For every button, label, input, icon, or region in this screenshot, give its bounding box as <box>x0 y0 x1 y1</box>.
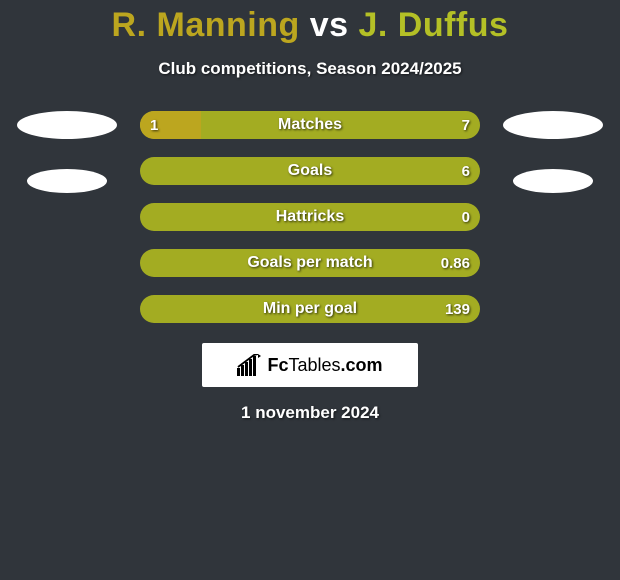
stat-value-right: 7 <box>462 111 470 139</box>
logo-suffix: .com <box>341 355 383 375</box>
player1-club-avatar <box>27 169 107 193</box>
stat-bar: 1Matches7 <box>140 111 480 139</box>
chart-icon <box>237 354 263 376</box>
player2-club-avatar <box>513 169 593 193</box>
player2-avatar <box>503 111 603 139</box>
stat-label: Matches <box>140 111 480 139</box>
comparison-infographic: R. Manning vs J. Duffus Club competition… <box>0 0 620 580</box>
stat-bar: Hattricks0 <box>140 203 480 231</box>
content-row: 1Matches7 Goals6 Hattricks0 Goals per match… <box>0 111 620 323</box>
stat-bar: Min per goal139 <box>140 295 480 323</box>
right-avatar-column <box>498 111 608 193</box>
stat-label: Goals <box>140 157 480 185</box>
stat-bar: Goals per match0.86 <box>140 249 480 277</box>
source-logo: FcTables.com <box>202 343 418 387</box>
date-label: 1 november 2024 <box>0 403 620 423</box>
page-title: R. Manning vs J. Duffus <box>0 0 620 45</box>
stat-value-right: 0.86 <box>441 249 470 277</box>
player2-name: J. Duffus <box>358 6 508 44</box>
left-avatar-column <box>12 111 122 193</box>
logo-text: FcTables.com <box>267 355 382 376</box>
stat-label: Min per goal <box>140 295 480 323</box>
stat-label: Goals per match <box>140 249 480 277</box>
logo-prefix: Fc <box>267 355 288 375</box>
player1-name: R. Manning <box>112 6 300 44</box>
stat-label: Hattricks <box>140 203 480 231</box>
stat-value-right: 139 <box>445 295 470 323</box>
subtitle: Club competitions, Season 2024/2025 <box>0 59 620 79</box>
stat-value-right: 0 <box>462 203 470 231</box>
stat-bar: Goals6 <box>140 157 480 185</box>
player1-avatar <box>17 111 117 139</box>
logo-main: Tables <box>288 355 340 375</box>
vs-label: vs <box>310 6 349 44</box>
stat-value-right: 6 <box>462 157 470 185</box>
stat-bars: 1Matches7 Goals6 Hattricks0 Goals per match… <box>140 111 480 323</box>
